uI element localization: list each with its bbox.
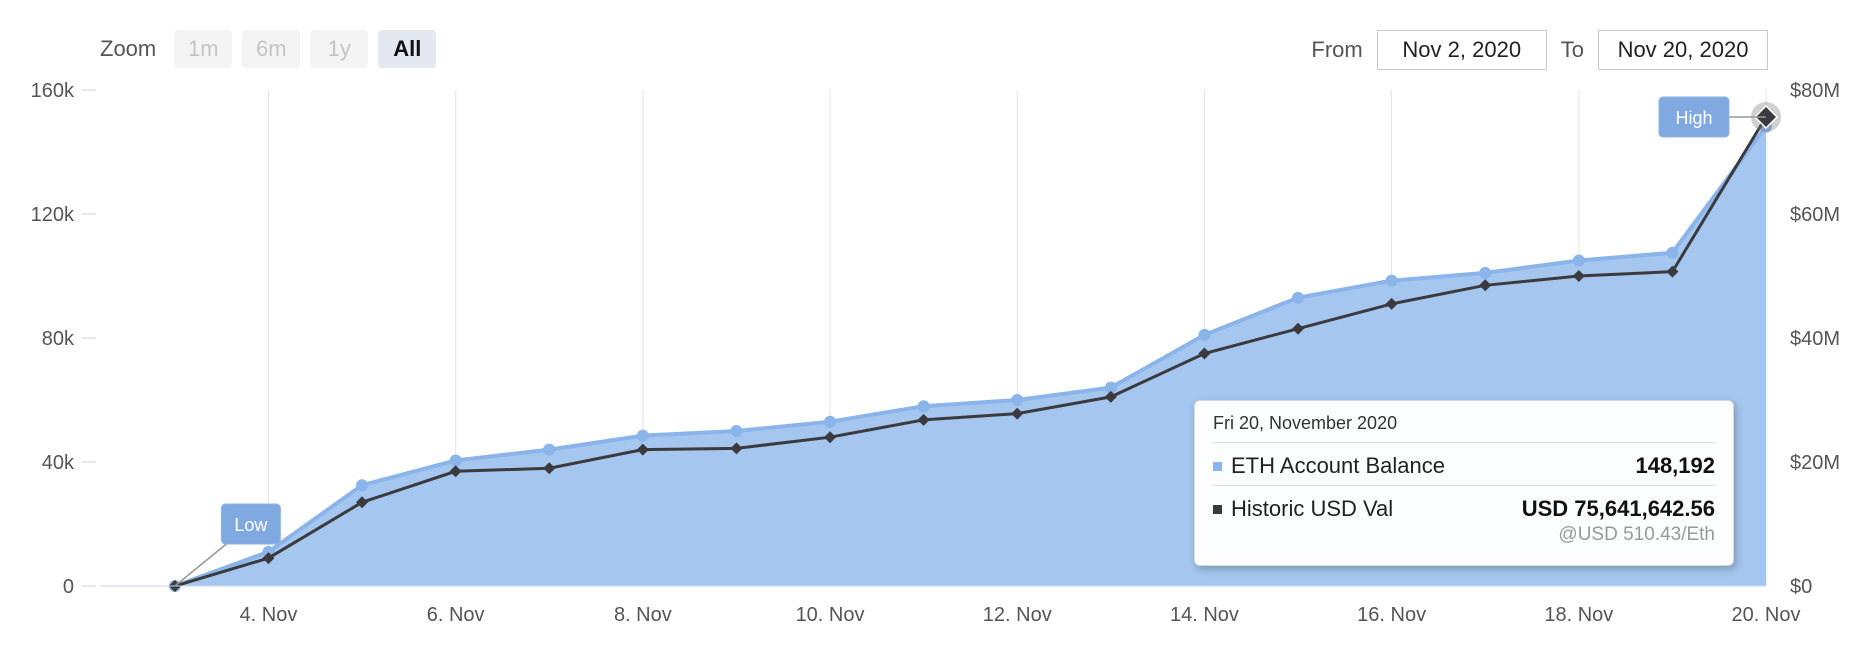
balance-point	[1385, 274, 1398, 287]
balance-point	[636, 429, 649, 442]
y-right-tick-label: $20M	[1790, 452, 1840, 474]
tooltip-usd-label: Historic USD Val	[1231, 496, 1394, 521]
balance-point	[1479, 266, 1492, 279]
balance-point	[1572, 254, 1585, 267]
balance-point	[449, 454, 462, 467]
balance-point	[917, 400, 930, 413]
zoom-1y-button[interactable]: 1y	[310, 30, 369, 68]
x-tick-label: 4. Nov	[240, 604, 298, 626]
usd-point	[1198, 347, 1211, 360]
from-label: From	[1311, 37, 1363, 62]
usd-point	[1104, 390, 1117, 403]
chart-tooltip: Fri 20, November 2020 ETH Account Balanc…	[1194, 400, 1734, 566]
tooltip-balance-value: 148,192	[1635, 453, 1715, 478]
tooltip-usd-rate: @USD 510.43/Eth	[1558, 524, 1715, 545]
usd-point	[917, 413, 930, 426]
flag-layer: Low High	[174, 96, 1766, 587]
balance-point	[730, 425, 743, 437]
flag-box	[220, 503, 281, 545]
y-left-tick-label: 80k	[42, 328, 75, 350]
usd-point	[449, 465, 462, 478]
y-right-tick-label: $60M	[1790, 204, 1840, 226]
balance-line	[174, 125, 1768, 588]
balance-point	[824, 415, 837, 428]
x-tick-label: 16. Nov	[1357, 604, 1426, 626]
x-tick-label: 14. Nov	[1170, 604, 1239, 626]
usd-point	[543, 462, 556, 475]
usd-point	[1572, 270, 1585, 282]
balance-point	[1198, 328, 1211, 341]
balance-marker-icon	[1213, 461, 1222, 471]
zoom-control: Zoom 1m 6m 1y All	[100, 30, 437, 68]
usd-line	[174, 116, 1768, 588]
axis-layer: 4. Nov 6. Nov 8. Nov 10. Nov 12. Nov 14. Nov 1…	[31, 80, 1840, 626]
usd-point	[730, 442, 743, 455]
usd-point	[1011, 407, 1024, 420]
to-label: To	[1560, 37, 1584, 62]
y-right-tick-label: $40M	[1790, 328, 1840, 350]
tooltip-row-usd: Historic USD Val USD 75,641,642.56 @USD …	[1213, 485, 1715, 552]
usd-point	[1666, 265, 1679, 278]
zoom-6m-button[interactable]: 6m	[242, 30, 301, 68]
usd-point	[636, 443, 649, 456]
date-range: From Nov 2, 2020 To Nov 20, 2020	[1311, 30, 1768, 70]
y-right-tick-label: $0	[1790, 576, 1812, 598]
y-left-tick-label: 120k	[31, 204, 75, 226]
zoom-1m-button[interactable]: 1m	[174, 30, 233, 68]
x-tick-label: 6. Nov	[427, 604, 485, 626]
y-right-tick-label: $80M	[1790, 80, 1840, 102]
x-tick-label: 20. Nov	[1732, 604, 1801, 626]
to-date-input[interactable]: Nov 20, 2020	[1598, 30, 1768, 70]
y-left-tick-label: 40k	[42, 452, 75, 474]
line-layer	[168, 102, 1781, 592]
flag-box	[1658, 96, 1730, 138]
usd-point	[356, 496, 369, 509]
x-tick-label: 8. Nov	[614, 604, 672, 626]
tooltip-balance-label: ETH Account Balance	[1231, 453, 1446, 478]
y-left-tick-label: 160k	[31, 80, 75, 102]
usd-point	[1479, 279, 1492, 292]
flag-label: High	[1675, 108, 1712, 128]
tooltip-row-balance: ETH Account Balance 148,192	[1213, 443, 1715, 485]
x-tick-label: 12. Nov	[983, 604, 1052, 626]
balance-point	[1292, 291, 1305, 304]
usd-point	[262, 552, 275, 565]
balance-point	[1104, 381, 1117, 394]
usd-point	[824, 431, 837, 444]
x-tick-label: 10. Nov	[796, 604, 865, 626]
usd-marker-icon	[1213, 504, 1222, 514]
balance-point	[1666, 246, 1679, 259]
tooltip-date: Fri 20, November 2020	[1213, 413, 1715, 443]
balance-point	[543, 443, 556, 456]
from-date-input[interactable]: Nov 2, 2020	[1376, 30, 1547, 70]
zoom-label: Zoom	[100, 36, 157, 61]
balance-point	[356, 479, 369, 492]
y-left-tick-label: 0	[63, 576, 74, 598]
usd-point	[1385, 297, 1398, 310]
usd-point	[1292, 322, 1305, 335]
flag-label: Low	[234, 515, 268, 535]
zoom-all-button[interactable]: All	[378, 30, 437, 68]
x-tick-label: 18. Nov	[1544, 604, 1613, 626]
balance-point	[1011, 394, 1024, 406]
tooltip-usd-value: USD 75,641,642.56	[1521, 496, 1715, 521]
